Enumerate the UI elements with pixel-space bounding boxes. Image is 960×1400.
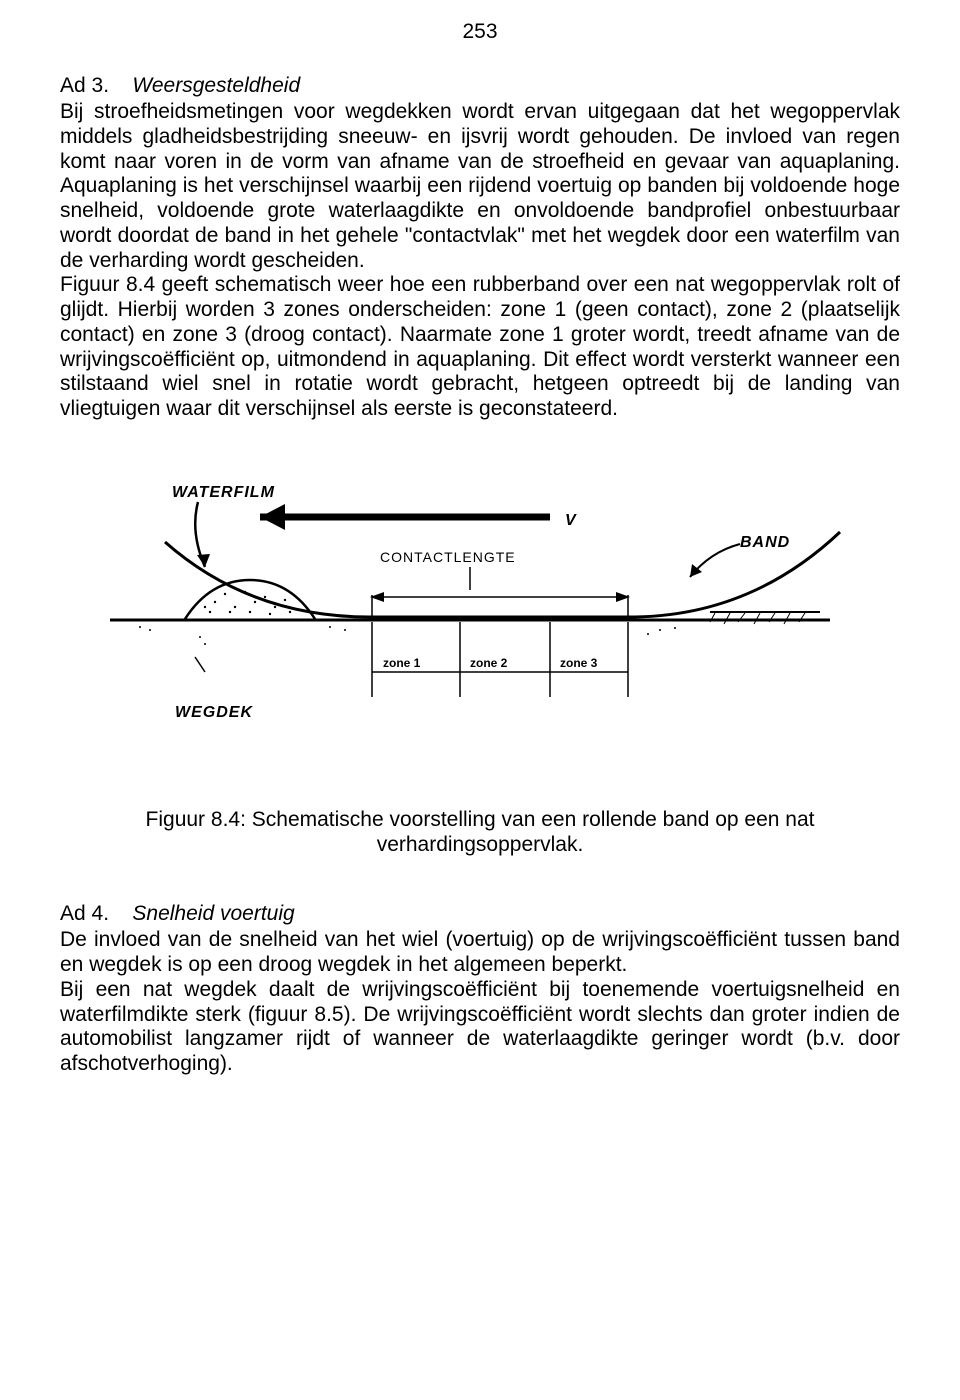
road-texture-right bbox=[710, 612, 820, 624]
waterfilm-label: WATERFILM bbox=[172, 484, 275, 567]
zone3-label: zone 3 bbox=[560, 656, 598, 670]
svg-text:BAND: BAND bbox=[740, 534, 790, 551]
section2-title: Snelheid voertuig bbox=[132, 902, 294, 925]
water-bulge bbox=[185, 580, 315, 619]
contactlengte-label: CONTACTLENGTE bbox=[380, 549, 516, 590]
figure-caption: Figuur 8.4: Schematische voorstelling va… bbox=[60, 807, 900, 857]
aquaplaning-diagram: V WATERFILM CONTACTLENGTE BAND bbox=[90, 472, 870, 762]
wegdek-label: WEGDEK bbox=[175, 704, 253, 721]
page-number: 253 bbox=[60, 20, 900, 44]
section2-heading: Ad 4. Snelheid voertuig bbox=[60, 902, 900, 926]
svg-text:V: V bbox=[565, 512, 577, 529]
svg-text:WATERFILM: WATERFILM bbox=[172, 484, 275, 501]
section1-title: Weersgesteldheid bbox=[132, 74, 300, 97]
section2-paragraph2: Bij een nat wegdek daalt de wrijvingscoë… bbox=[60, 978, 900, 1077]
section1-heading: Ad 3. Weersgesteldheid bbox=[60, 74, 900, 98]
section1-paragraph1: Bij stroefheidsmetingen voor wegdekken w… bbox=[60, 100, 900, 273]
zone1-label: zone 1 bbox=[383, 656, 421, 670]
band-label: BAND bbox=[690, 534, 790, 577]
section2-paragraph1: De invloed van de snelheid van het wiel … bbox=[60, 928, 900, 978]
svg-text:CONTACTLENGTE: CONTACTLENGTE bbox=[380, 549, 516, 565]
figure-8-4: V WATERFILM CONTACTLENGTE BAND bbox=[60, 472, 900, 857]
zone2-label: zone 2 bbox=[470, 656, 508, 670]
section2-label: Ad 4. bbox=[60, 902, 109, 925]
section1-paragraph2: Figuur 8.4 geeft schematisch weer hoe ee… bbox=[60, 273, 900, 422]
section1-label: Ad 3. bbox=[60, 74, 109, 97]
velocity-arrow-icon: V bbox=[260, 504, 577, 530]
